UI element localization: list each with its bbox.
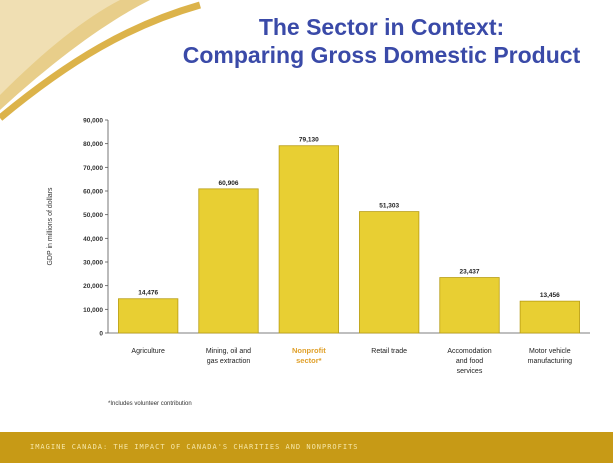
x-tick-label: Accomodation and food services <box>447 348 491 375</box>
bar-value-label: 13,456 <box>540 292 560 299</box>
y-axis-label: GDP in millions of dollars <box>47 187 54 266</box>
y-tick-label: 10,000 <box>83 307 103 314</box>
bar <box>278 145 339 334</box>
footnote: *Includes volunteer contribution <box>108 401 192 407</box>
y-tick-label: 70,000 <box>83 165 103 172</box>
y-tick-label: 60,000 <box>83 189 103 196</box>
x-tick-label: Nonprofit sector* <box>292 346 326 365</box>
x-axis-labels: Agriculture Mining, oil and gas extraction… <box>131 346 572 375</box>
bar <box>439 277 500 334</box>
slide-title-line-2: Comparing Gross Domestic Product <box>182 42 581 68</box>
bar <box>118 298 179 334</box>
y-tick-label: 90,000 <box>83 118 103 125</box>
bar <box>198 188 259 334</box>
y-axis: 0 10,000 20,000 30,000 40,000 50,000 60,000 70,… <box>83 118 590 338</box>
bar <box>519 300 580 334</box>
bar-value-label: 51,303 <box>379 203 399 210</box>
y-tick-label: 20,000 <box>83 283 103 290</box>
x-tick-label: Agriculture <box>131 348 165 355</box>
y-tick-label: 50,000 <box>83 212 103 219</box>
x-tick-label: Motor vehicle manufacturing <box>528 348 572 365</box>
y-tick-label: 80,000 <box>83 141 103 148</box>
y-tick-label: 0 <box>99 331 103 338</box>
x-tick-label: Retail trade <box>371 348 407 355</box>
y-tick-label: 30,000 <box>83 260 103 267</box>
bar-value-label: 14,476 <box>138 290 158 297</box>
bar-value-label: 23,437 <box>460 269 480 276</box>
footer-bar: IMAGINE CANADA: THE IMPACT OF CANADA'S C… <box>0 432 613 463</box>
footer-text: IMAGINE CANADA: THE IMPACT OF CANADA'S C… <box>30 443 359 451</box>
bar-value-label: 60,906 <box>219 180 239 187</box>
slide-title-line-1: The Sector in Context: <box>258 14 505 40</box>
bar <box>359 211 420 334</box>
y-tick-label: 40,000 <box>83 236 103 243</box>
bar-value-label: 79,130 <box>299 137 319 144</box>
x-tick-label: Mining, oil and gas extraction <box>206 348 251 365</box>
bars: 14,476 60,906 79,130 51,303 23,437 13,456 <box>118 137 580 334</box>
